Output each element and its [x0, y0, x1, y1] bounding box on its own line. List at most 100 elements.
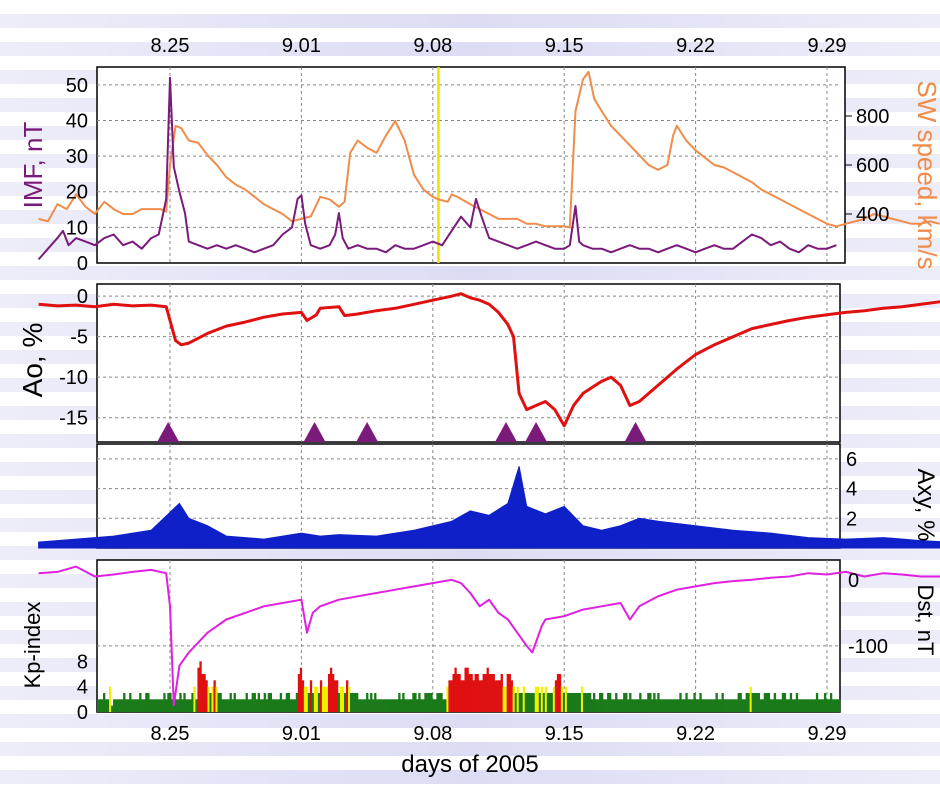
- kp-bar: [817, 699, 821, 712]
- kp-bar: [829, 693, 833, 712]
- kp-bar: [635, 699, 638, 712]
- kp-bar: [378, 699, 381, 712]
- kp-bar: [229, 693, 232, 712]
- kp-bar: [356, 693, 359, 712]
- kp-bar: [139, 693, 142, 712]
- kp-bar: [671, 699, 674, 712]
- kp-bar: [103, 693, 106, 712]
- kp-bar: [825, 699, 829, 712]
- kp-bar: [221, 699, 224, 712]
- top-x-tick-label: 9.15: [545, 35, 584, 57]
- kp-bar: [414, 693, 417, 712]
- kp-bar: [398, 693, 401, 712]
- kp-bar: [281, 699, 285, 712]
- imf-tick-label: 40: [66, 110, 88, 132]
- kp-bar: [773, 693, 777, 712]
- kp-bar: [484, 674, 487, 712]
- kp-bar: [259, 699, 262, 712]
- kp-bar: [747, 693, 750, 712]
- kp-bar: [580, 686, 584, 712]
- kp-bar: [307, 693, 311, 712]
- kp-bar: [354, 693, 357, 712]
- bottom-x-tick-label: 9.22: [676, 723, 715, 745]
- kp-bar: [821, 699, 825, 712]
- kp-bar: [595, 699, 598, 712]
- kp-bar: [265, 699, 268, 712]
- kp-bar: [476, 674, 479, 712]
- kp-bar: [253, 693, 256, 712]
- kp-bar: [189, 699, 192, 712]
- kp-bar: [835, 699, 839, 712]
- kp-bar: [111, 705, 114, 712]
- imf-tick-label: 50: [66, 75, 88, 97]
- imf-tick-label: 20: [66, 182, 88, 204]
- kp-bar: [370, 693, 373, 712]
- kp-bar: [213, 680, 216, 712]
- kp-bar: [705, 699, 708, 712]
- kp-bar: [593, 693, 596, 712]
- kp-bar: [715, 693, 718, 712]
- kp-bar: [295, 693, 299, 712]
- kp-bar: [560, 686, 564, 712]
- kp-bar: [333, 680, 337, 712]
- kp-bar: [657, 693, 660, 712]
- bottom-x-tick-label: 9.29: [808, 723, 847, 745]
- kp-bar: [494, 680, 497, 712]
- kp-bar: [522, 686, 526, 712]
- kp-bar: [787, 699, 791, 712]
- kp-bar: [709, 699, 712, 712]
- kp-bar: [568, 693, 572, 712]
- kp-bar: [480, 680, 483, 712]
- top-x-tick-labels: 8.25 9.01 9.08 9.15 9.22 9.29: [151, 35, 847, 57]
- kp-bar: [386, 699, 389, 712]
- kp-bar: [681, 699, 684, 712]
- kp-bar: [352, 693, 355, 712]
- kp-bar: [243, 699, 246, 712]
- kp-bar: [249, 699, 252, 712]
- kp-bar: [556, 674, 560, 712]
- kp-bar: [761, 699, 764, 712]
- kp-bar: [193, 686, 196, 712]
- kp-bar: [599, 693, 602, 712]
- kp-bar: [171, 699, 174, 712]
- kp-bar: [197, 667, 200, 712]
- kp-bar: [803, 699, 807, 712]
- kp-tick-label: 8: [77, 651, 88, 673]
- kp-bar: [313, 686, 317, 712]
- kp-bar: [410, 699, 413, 712]
- kp-bar: [486, 667, 489, 712]
- kp-bar: [181, 699, 184, 712]
- kp-bar: [512, 686, 515, 712]
- kp-axis-label: Kp-index: [20, 602, 45, 689]
- kp-bar: [157, 699, 160, 712]
- kp-bar: [482, 674, 485, 712]
- kp-bar: [490, 674, 493, 712]
- kp-bar: [631, 699, 634, 712]
- kp-bar: [797, 699, 801, 712]
- kp-bar: [231, 699, 234, 712]
- dst-line: [38, 565, 940, 707]
- kp-bar: [717, 699, 720, 712]
- kp-bar: [500, 674, 503, 712]
- kp-bar: [287, 693, 291, 712]
- kp-bar: [733, 699, 736, 712]
- kp-bar: [641, 699, 644, 712]
- kp-bar: [775, 699, 779, 712]
- axy-axis-ticks: 2 4 6: [846, 449, 857, 530]
- bottom-x-tick-label: 9.15: [545, 723, 584, 745]
- kp-bar: [199, 661, 202, 712]
- panel-dst-kp-grid: [97, 560, 840, 712]
- kp-bar: [777, 699, 781, 712]
- ao-tick-label: -15: [59, 408, 88, 430]
- kp-bar: [273, 699, 277, 712]
- kp-bar: [358, 699, 361, 712]
- kp-bar: [510, 680, 513, 712]
- kp-bar: [223, 699, 226, 712]
- kp-bar: [502, 686, 505, 712]
- kp-bar: [492, 674, 495, 712]
- kp-bar: [337, 693, 341, 712]
- top-x-tick-label: 9.08: [413, 35, 452, 57]
- kp-bar: [643, 699, 646, 712]
- kp-bar: [456, 674, 459, 712]
- kp-bar: [207, 686, 210, 712]
